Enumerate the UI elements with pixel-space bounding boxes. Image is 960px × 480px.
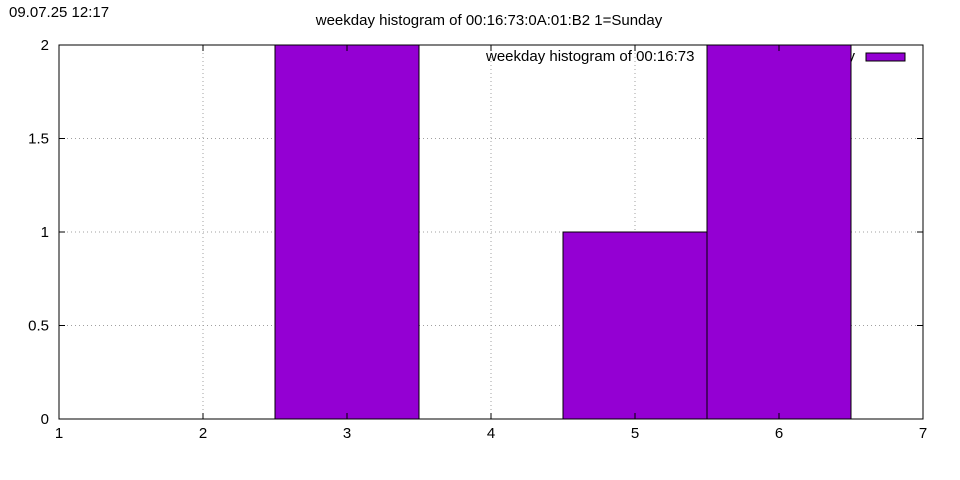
legend-label: weekday histogram of 00:16:73 [485,48,694,65]
x-tick-label: 5 [631,425,639,442]
x-tick-label: 6 [775,425,783,442]
histogram-bar [274,44,420,420]
x-tick-label: 2 [199,425,207,442]
x-tick-label: 4 [487,425,495,442]
x-tick-label: 7 [919,425,927,442]
x-tick-label: 1 [55,425,63,442]
y-tick-label: 1.5 [28,131,49,148]
y-tick-label: 1 [41,224,49,241]
y-tick-label: 0 [41,411,49,428]
histogram-bar-overlay [706,44,852,420]
x-tick-label: 3 [343,425,351,442]
legend-swatch [865,52,906,62]
y-tick-label: 2 [41,37,49,54]
axis-ticks: 1 2 3 4 5 6 7 0 0.5 1 1.5 2 [28,37,927,442]
legend: weekday histogram of 00:16:73y [485,44,906,420]
timestamp: 09.07.25 12:17 [9,4,110,21]
histogram-bar [562,231,708,420]
chart-title: weekday histogram of 00:16:73:0A:01:B2 1… [315,12,663,29]
y-tick-label: 0.5 [28,318,49,335]
